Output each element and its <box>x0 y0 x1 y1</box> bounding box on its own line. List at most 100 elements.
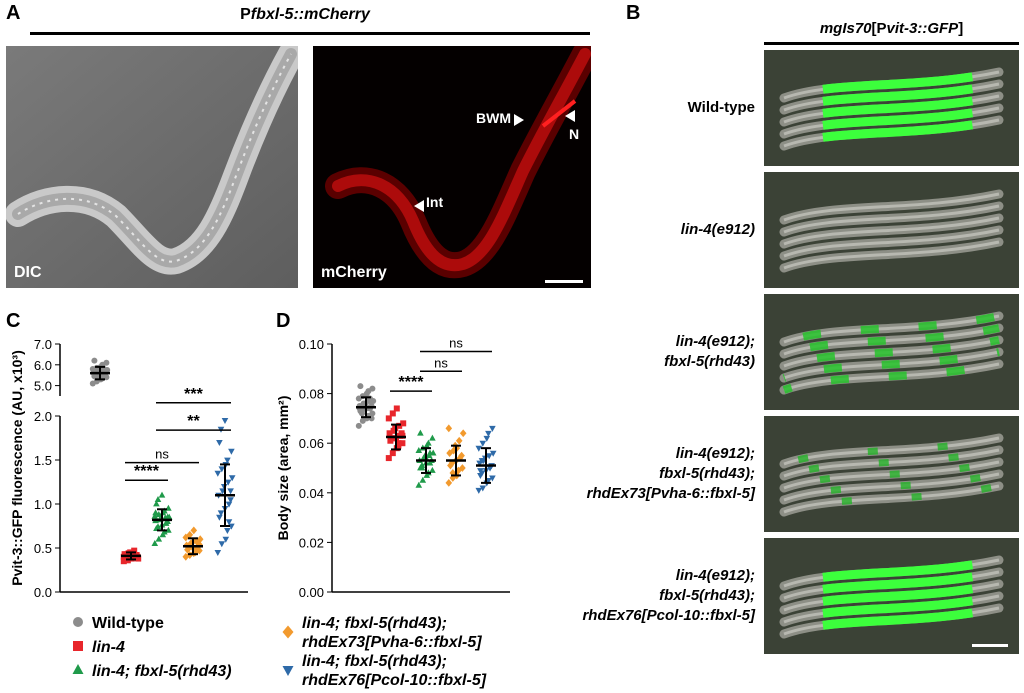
data-point <box>426 449 434 456</box>
data-point <box>386 430 393 437</box>
y-axis-label: Pvit-3::GFP fluorescence (AU, x10³) <box>9 350 25 585</box>
data-point <box>400 420 407 427</box>
data-point <box>224 528 231 534</box>
mcherry-image: BWM N Int mCherry <box>313 46 591 288</box>
legend-label: Wild-type <box>92 615 164 632</box>
data-point <box>489 475 496 482</box>
data-point <box>153 500 160 507</box>
data-point <box>224 479 232 486</box>
data-point <box>455 436 463 445</box>
gfp-signal <box>782 312 1000 346</box>
data-point <box>396 422 403 429</box>
scale-bar <box>972 644 1008 647</box>
panel-c-letter: C <box>6 310 21 332</box>
legend-item: lin-4; fbxl-5(rhd43);rhdEx76[Pcol-10::fb… <box>280 652 486 690</box>
panel-a-title: Pfbxl-5::mCherry <box>240 6 370 23</box>
data-point <box>218 541 226 548</box>
panel-b-rule <box>764 42 1019 45</box>
data-point <box>485 453 493 460</box>
dic-image: DIC <box>6 46 298 288</box>
data-point <box>399 440 406 447</box>
tick-label: 0.00 <box>299 585 324 600</box>
gfp-signal <box>782 458 1000 492</box>
data-point <box>152 509 159 516</box>
gfp-signal <box>782 603 1000 639</box>
legend-line: lin-4; fbxl-5(rhd43); <box>302 615 447 632</box>
panel-b-title: mgIs70[Pvit-3::GFP] <box>819 20 964 37</box>
gfp-worms-illustration <box>764 538 1019 654</box>
legend-text: lin-4; fbxl-5(rhd43); rhdEx73[Pvha-6::fbx… <box>302 614 482 652</box>
row-label-line: Wild-type <box>687 99 755 116</box>
data-point <box>216 514 223 521</box>
tick-label: 0.0 <box>34 585 52 600</box>
gfp-signal <box>782 579 1000 615</box>
gfp-image-0 <box>764 50 1019 166</box>
data-point <box>217 510 225 517</box>
square-marker-icon <box>73 641 83 651</box>
data-point <box>485 430 492 437</box>
data-point <box>459 429 467 438</box>
data-point <box>393 405 400 412</box>
data-point <box>489 425 496 432</box>
data-point <box>385 415 392 422</box>
significance-label: *** <box>184 386 203 403</box>
row-label-2: lin-4(e912); fbxl-5(rhd43) <box>505 332 755 372</box>
data-point <box>228 475 236 482</box>
data-point <box>227 497 234 504</box>
data-point <box>483 435 491 442</box>
data-point <box>355 422 362 429</box>
data-point <box>389 410 396 417</box>
data-point <box>425 439 432 446</box>
legend-item: lin-4; fbxl-5(rhd43) <box>70 662 232 681</box>
gfp-signal <box>782 555 1000 591</box>
data-point <box>445 424 453 433</box>
data-point <box>417 429 424 436</box>
gfp-image-4 <box>764 538 1019 654</box>
tick-label: 1.0 <box>34 497 52 512</box>
n-arrowhead-icon <box>565 110 575 122</box>
tick-label: 0.5 <box>34 541 52 556</box>
data-point <box>190 526 198 535</box>
data-point <box>216 440 223 446</box>
data-point <box>158 491 166 498</box>
tick-label: 6.0 <box>34 358 52 373</box>
data-point <box>214 470 222 477</box>
data-point <box>151 540 159 546</box>
gfp-image-2 <box>764 294 1019 410</box>
data-point <box>155 510 163 517</box>
row-label-line: lin-4(e912); <box>675 445 755 462</box>
tick-label: 0.08 <box>299 387 324 402</box>
data-point <box>135 555 142 562</box>
panel-b-letter: B <box>626 2 641 24</box>
row-label-line: rhdEx73[Pvha-6::fbxl-5] <box>586 485 755 502</box>
gfp-worms-illustration <box>764 172 1019 288</box>
row-label-line: fbxl-5(rhd43); <box>659 465 755 482</box>
scale-bar <box>545 280 583 283</box>
legend-item: lin-4; fbxl-5(rhd43); rhdEx73[Pvha-6::fbx… <box>280 614 482 652</box>
data-point <box>196 535 204 544</box>
bwm-annotation: BWM <box>476 110 511 126</box>
legend-line: lin-4; fbxl-5(rhd43); <box>302 653 447 670</box>
row-label-line: rhdEx76[Pcol-10::fbxl-5] <box>582 607 755 624</box>
row-label-1: lin-4(e912) <box>505 220 755 240</box>
legend-item: Wild-type <box>70 614 164 633</box>
data-point <box>389 450 396 457</box>
int-annotation: Int <box>426 194 444 210</box>
bwm-arrowhead-icon <box>514 114 524 126</box>
legend-item: lin-4 <box>70 638 125 657</box>
gfp-signal <box>782 591 1000 627</box>
data-point <box>489 450 497 457</box>
legend-line: rhdEx76[Pcol-10::fbxl-5] <box>302 672 487 689</box>
row-label-line: lin-4(e912); <box>675 567 755 584</box>
data-point <box>131 547 138 554</box>
data-point <box>224 457 231 464</box>
tick-label: 7.0 <box>34 337 52 352</box>
gfp-signal <box>782 103 1000 139</box>
data-point <box>479 485 487 492</box>
significance-label: **** <box>399 374 425 391</box>
gfp-signal <box>782 91 1000 127</box>
gfp-worms-illustration <box>764 416 1019 532</box>
data-point <box>120 558 127 565</box>
tick-label: 1.5 <box>34 453 52 468</box>
data-point <box>155 535 163 542</box>
